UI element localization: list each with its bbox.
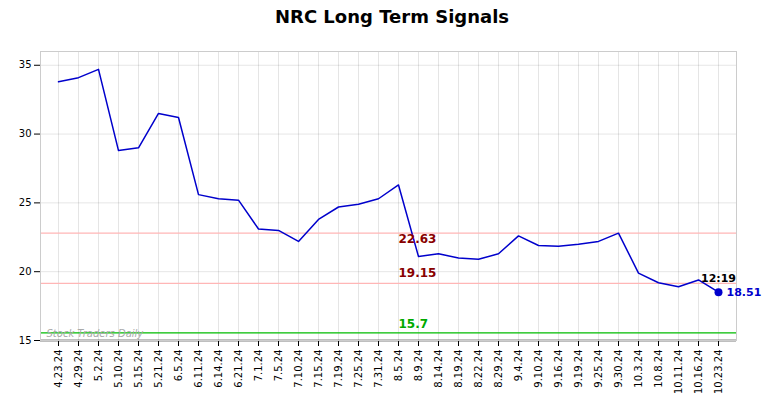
svg-text:8.14.24: 8.14.24 <box>433 350 444 388</box>
svg-text:10.11.24: 10.11.24 <box>673 350 684 395</box>
svg-text:15: 15 <box>19 335 32 346</box>
svg-text:7.10.24: 7.10.24 <box>293 350 304 388</box>
svg-text:7.1.24: 7.1.24 <box>253 350 264 382</box>
svg-text:9.4.24: 9.4.24 <box>513 350 524 382</box>
svg-text:6.14.24: 6.14.24 <box>213 350 224 388</box>
svg-text:7.25.24: 7.25.24 <box>353 350 364 388</box>
svg-text:10.8.24: 10.8.24 <box>653 350 664 388</box>
svg-text:35: 35 <box>19 59 32 70</box>
svg-text:7.15.24: 7.15.24 <box>313 350 324 388</box>
svg-text:12:19: 12:19 <box>701 272 736 285</box>
svg-text:4.29.24: 4.29.24 <box>73 350 84 388</box>
svg-text:8.29.24: 8.29.24 <box>493 350 504 388</box>
svg-text:20: 20 <box>19 266 32 277</box>
svg-text:9.30.24: 9.30.24 <box>613 350 624 388</box>
svg-text:9.25.24: 9.25.24 <box>593 350 604 388</box>
svg-text:9.19.24: 9.19.24 <box>573 350 584 388</box>
svg-text:19.15: 19.15 <box>399 266 437 280</box>
svg-text:6.11.24: 6.11.24 <box>193 350 204 388</box>
svg-text:15.7: 15.7 <box>399 317 429 331</box>
svg-text:8.22.24: 8.22.24 <box>473 350 484 388</box>
svg-text:8.5.24: 8.5.24 <box>393 350 404 382</box>
svg-text:9.16.24: 9.16.24 <box>553 350 564 388</box>
svg-text:8.9.24: 8.9.24 <box>413 350 424 382</box>
svg-text:5.15.24: 5.15.24 <box>133 350 144 388</box>
svg-text:25: 25 <box>19 197 32 208</box>
svg-text:10.16.24: 10.16.24 <box>693 350 704 395</box>
svg-text:10.3.24: 10.3.24 <box>633 350 644 388</box>
svg-text:18.51: 18.51 <box>727 286 762 299</box>
svg-text:30: 30 <box>19 128 32 139</box>
svg-text:7.5.24: 7.5.24 <box>273 350 284 382</box>
svg-text:5.2.24: 5.2.24 <box>93 350 104 382</box>
svg-text:8.19.24: 8.19.24 <box>453 350 464 388</box>
html-text:NRC Long Term Signals: NRC Long Term Signals <box>275 6 509 27</box>
svg-text:7.19.24: 7.19.24 <box>333 350 344 388</box>
svg-text:6.5.24: 6.5.24 <box>173 350 184 382</box>
svg-text:7.31.24: 7.31.24 <box>373 350 384 388</box>
svg-text:4.23.24: 4.23.24 <box>53 350 64 388</box>
svg-text:9.10.24: 9.10.24 <box>533 350 544 388</box>
svg-text:22.63: 22.63 <box>399 232 437 246</box>
svg-text:Stock Traders Daily: Stock Traders Daily <box>47 328 145 339</box>
svg-text:10.23.24: 10.23.24 <box>713 350 724 395</box>
svg-text:6.21.24: 6.21.24 <box>233 350 244 388</box>
svg-text:5.21.24: 5.21.24 <box>153 350 164 388</box>
svg-text:5.10.24: 5.10.24 <box>113 350 124 388</box>
